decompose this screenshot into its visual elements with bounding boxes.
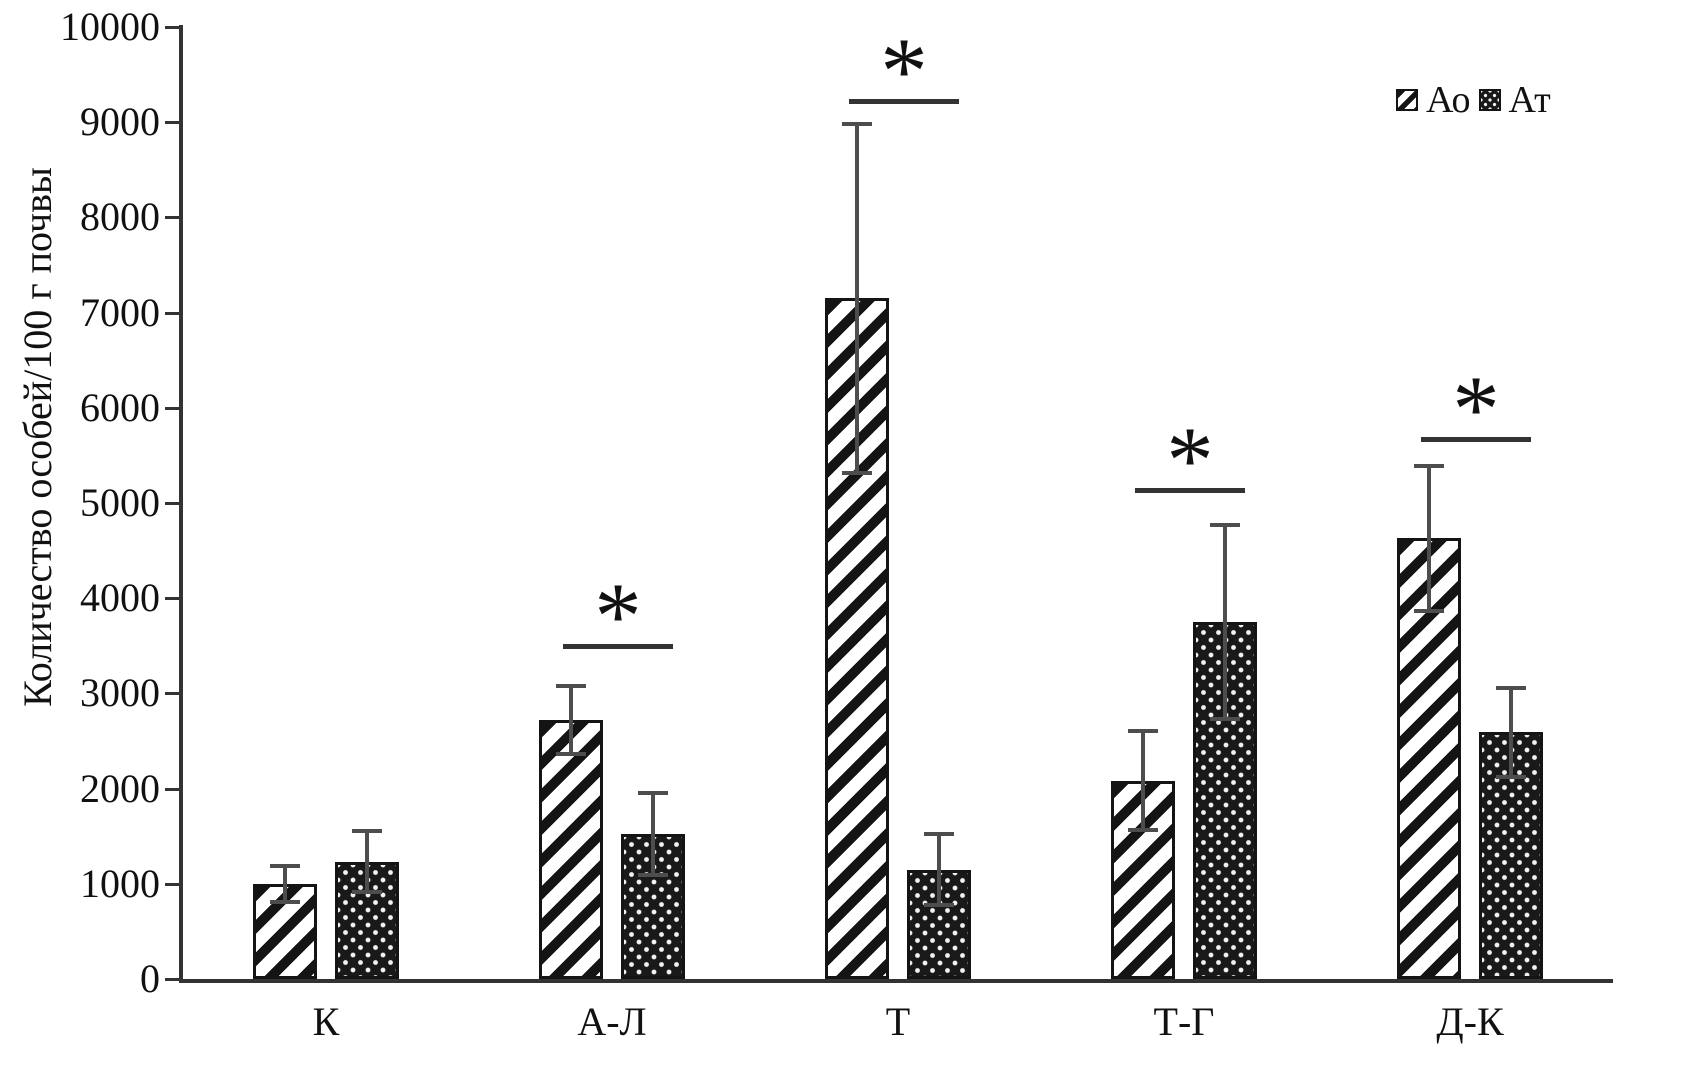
error-bar-cap-top — [1496, 685, 1526, 690]
error-bar-cap-bottom — [556, 752, 586, 757]
significance-asterisk-Т-Г: * — [1166, 406, 1214, 513]
error-bar — [1223, 525, 1227, 719]
bar-ао-Д-К — [1397, 538, 1461, 979]
error-bar-cap-bottom — [1414, 608, 1444, 613]
legend-label-at: Ат — [1508, 79, 1551, 121]
y-axis-tick — [165, 978, 179, 981]
error-bar — [283, 865, 287, 902]
significance-asterisk-А-Л: * — [594, 562, 642, 669]
y-axis-tick-label: 10000 — [60, 4, 160, 49]
legend-swatch-ao-hatch-icon — [1396, 89, 1418, 111]
bar-ао-Т-Г — [1111, 780, 1175, 979]
error-bar-cap-top — [1210, 523, 1240, 528]
y-axis-tick — [165, 882, 179, 886]
error-bar — [1141, 731, 1145, 831]
significance-line-Т-Г — [1135, 487, 1245, 493]
y-axis-tick-label: 7000 — [80, 289, 160, 335]
error-bar-cap-top — [270, 863, 300, 868]
legend-label-ao: Ао — [1426, 79, 1471, 121]
significance-line-А-Л — [563, 643, 673, 649]
y-axis-tick — [165, 787, 179, 791]
y-axis-tick-label: 5000 — [80, 480, 160, 525]
error-bar-cap-bottom — [1210, 716, 1240, 721]
error-bar-cap-bottom — [842, 470, 872, 475]
error-bar — [1427, 465, 1431, 611]
error-bar-cap-top — [638, 791, 668, 796]
error-bar-cap-bottom — [352, 890, 382, 895]
y-axis-tick-label: 0 — [140, 956, 160, 1001]
error-bar-cap-top — [352, 829, 382, 834]
y-axis-tick-label: 3000 — [80, 670, 160, 716]
error-bar — [365, 831, 369, 893]
y-axis-tick — [165, 502, 179, 505]
x-axis-line — [179, 979, 1613, 983]
significance-line-Д-К — [1421, 437, 1531, 443]
error-bar-cap-bottom — [1128, 828, 1158, 833]
error-bar-cap-bottom — [924, 902, 954, 907]
significance-asterisk-Т: * — [880, 18, 928, 125]
x-axis-label-Т: Т — [885, 999, 911, 1044]
error-bar — [651, 793, 655, 876]
y-axis-tick-label: 4000 — [80, 575, 160, 621]
y-axis-title: Количество особей/100 г почвы — [15, 167, 60, 707]
significance-line-Т — [849, 99, 959, 105]
y-axis-tick — [165, 597, 179, 601]
error-bar — [937, 834, 941, 905]
x-axis-label-Т-Г: Т-Г — [1153, 999, 1215, 1044]
y-axis-tick-label: 6000 — [80, 384, 160, 430]
error-bar-cap-top — [924, 832, 954, 837]
x-axis-label-К: К — [312, 999, 340, 1044]
error-bar-cap-top — [842, 122, 872, 127]
error-bar-cap-bottom — [638, 873, 668, 878]
legend-swatch-at-dots-icon — [1478, 89, 1501, 111]
y-axis-tick-label: 2000 — [80, 765, 160, 811]
error-bar-cap-bottom — [1496, 775, 1526, 780]
error-bar-cap-top — [556, 683, 586, 688]
y-axis-tick — [165, 26, 179, 29]
x-axis-label-А-Л: А-Л — [577, 999, 647, 1044]
x-axis-label-Д-К: Д-К — [1436, 999, 1504, 1044]
y-axis-tick — [165, 216, 179, 220]
error-bar-cap-bottom — [270, 899, 300, 904]
bar-ао-А-Л — [539, 720, 603, 979]
y-axis-tick — [165, 406, 179, 410]
y-axis-tick — [165, 692, 179, 696]
y-axis-tick-label: 1000 — [80, 860, 160, 906]
error-bar-cap-top — [1414, 463, 1444, 468]
y-axis-tick — [165, 311, 179, 315]
y-axis-tick — [165, 121, 179, 125]
y-axis-line — [179, 25, 183, 983]
y-axis-tick-label: 8000 — [80, 194, 160, 240]
y-axis-tick-label: 9000 — [80, 99, 160, 145]
legend: Ао Ат — [1396, 78, 1551, 122]
error-bar — [855, 124, 859, 473]
significance-asterisk-Д-К: * — [1452, 356, 1500, 463]
error-bar — [1509, 687, 1513, 778]
error-bar-cap-top — [1128, 729, 1158, 734]
error-bar — [569, 685, 573, 755]
